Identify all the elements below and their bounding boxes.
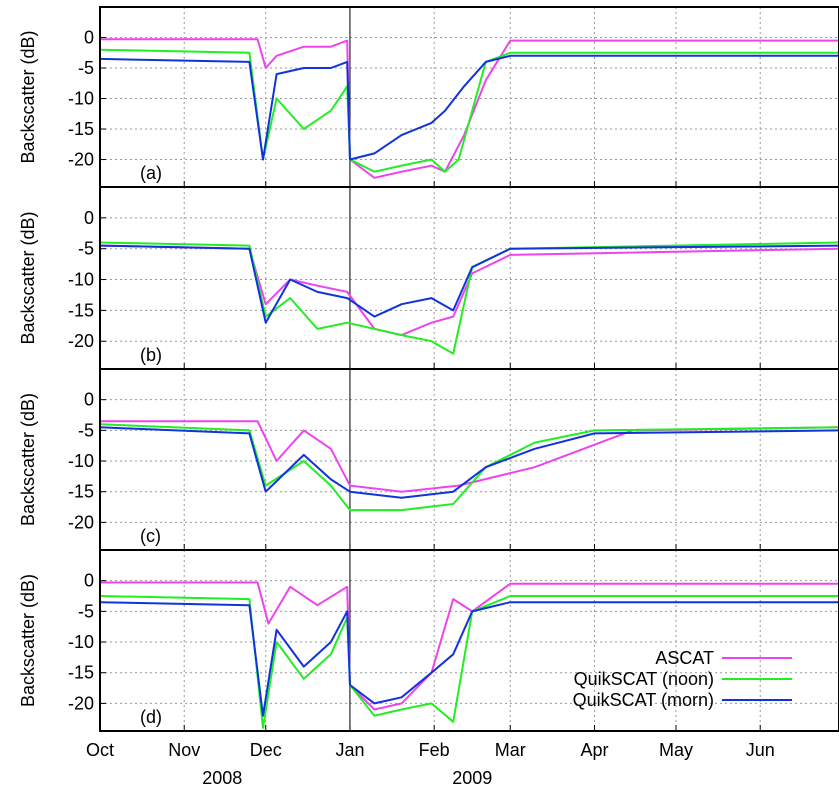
- y-tick-label: 0: [84, 208, 94, 228]
- y-tick-label: 0: [84, 28, 94, 48]
- x-tick-label: Apr: [580, 740, 608, 760]
- legend-label: ASCAT: [655, 648, 714, 668]
- x-tick-label: Mar: [495, 740, 526, 760]
- y-tick-label: 0: [84, 390, 94, 410]
- y-axis-label: Backscatter (dB): [18, 211, 38, 344]
- y-tick-label: -20: [68, 512, 94, 532]
- series-line-ascat: [99, 244, 839, 337]
- y-tick-label: -10: [68, 451, 94, 471]
- series-line-ascat: [100, 38, 839, 179]
- series-line-quikscat-morn: [99, 244, 839, 324]
- x-tick-label: Dec: [250, 740, 282, 760]
- y-tick-label: -5: [78, 239, 94, 259]
- y-tick-label: -20: [68, 693, 94, 713]
- x-tick-label: Nov: [168, 740, 200, 760]
- panels: 0 -5 -10 -15 -20 (a) Backscatter (dB) 0 -5 -10 -15…: [18, 6, 839, 732]
- series-line-quikscat-morn: [99, 54, 839, 161]
- year-label: 2009: [452, 768, 492, 788]
- panel-label: (b): [140, 345, 162, 365]
- x-tick-label: Feb: [419, 740, 450, 760]
- y-tick-label: -15: [68, 300, 94, 320]
- y-axis-label: Backscatter (dB): [18, 30, 38, 163]
- y-tick-label: 0: [84, 571, 94, 591]
- y-axis-label: Backscatter (dB): [18, 393, 38, 526]
- y-tick-label: -10: [68, 632, 94, 652]
- x-tick-label: Jun: [746, 740, 775, 760]
- panel-b: 0 -5 -10 -15 -20 (b) Backscatter (dB): [18, 186, 839, 370]
- year-label: 2008: [202, 768, 242, 788]
- panel-a: 0 -5 -10 -15 -20 (a) Backscatter (dB): [18, 6, 839, 188]
- panel-label: (a): [140, 163, 162, 183]
- panel-frame: [99, 549, 839, 732]
- y-tick-label: -5: [78, 420, 94, 440]
- legend-label: QuikSCAT (morn): [573, 690, 714, 710]
- series-line-quikscat-noon: [99, 48, 839, 173]
- x-axis: Oct Nov Dec Jan Feb Mar Apr May Jun 2008 2009: [86, 740, 775, 788]
- series-line-ascat: [100, 581, 839, 711]
- y-tick-label: -20: [68, 331, 94, 351]
- panel-label: (c): [140, 526, 161, 546]
- y-tick-label: -5: [78, 58, 94, 78]
- y-tick-label: -15: [68, 119, 94, 139]
- x-tick-label: May: [659, 740, 693, 760]
- y-tick-label: -20: [68, 150, 94, 170]
- legend-label: QuikSCAT (noon): [574, 669, 714, 689]
- panel-c: 0 -5 -10 -15 -20 (c) Backscatter (dB): [18, 368, 839, 551]
- y-tick-label: -10: [68, 270, 94, 290]
- series-line-quikscat-noon: [99, 423, 839, 512]
- series-line-quikscat-morn: [99, 426, 839, 499]
- y-tick-label: -10: [68, 89, 94, 109]
- series-line-quikscat-noon: [99, 241, 839, 355]
- x-tick-label: Oct: [86, 740, 114, 760]
- y-tick-label: -5: [78, 601, 94, 621]
- panel-d: 0 -5 -10 -15 -20 (d) Backscatter (dB): [18, 549, 839, 732]
- y-tick-label: -15: [68, 482, 94, 502]
- series-line-quikscat-morn: [99, 601, 839, 717]
- y-tick-label: -15: [68, 663, 94, 683]
- series-line-ascat: [100, 420, 839, 493]
- x-tick-label: Jan: [335, 740, 364, 760]
- panel-label: (d): [140, 707, 162, 727]
- y-axis-label: Backscatter (dB): [18, 574, 38, 707]
